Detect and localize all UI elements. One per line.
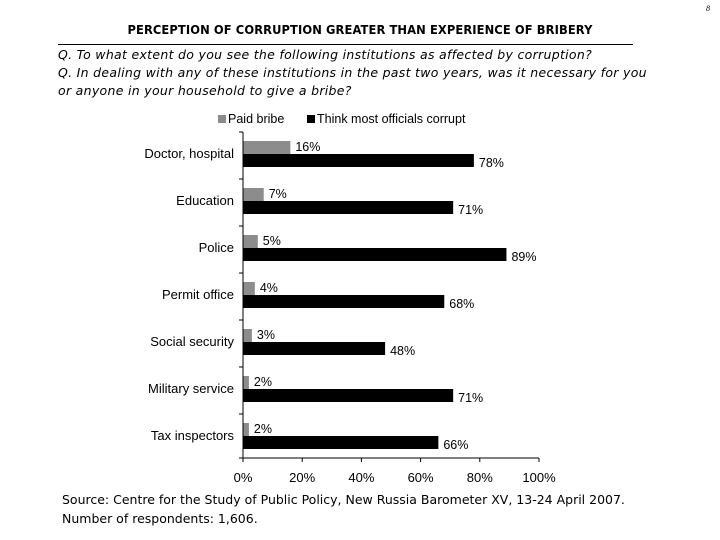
bar-officials-corrupt — [243, 201, 454, 214]
legend-label-1: Paid bribe — [228, 112, 284, 126]
category-label: Police — [199, 240, 234, 255]
category-label: Military service — [148, 381, 234, 396]
bar-officials-corrupt — [243, 389, 454, 402]
bar-officials-corrupt — [243, 342, 386, 355]
data-label-officials-corrupt: 71% — [458, 203, 483, 217]
bar-officials-corrupt — [243, 436, 439, 449]
x-tick-label: 40% — [348, 470, 374, 485]
category-label: Permit office — [162, 287, 234, 302]
x-tick-label: 80% — [467, 470, 493, 485]
bar-officials-corrupt — [243, 154, 474, 167]
source-note: Source: Centre for the Study of Public P… — [62, 490, 702, 528]
bar-paid-bribe — [243, 235, 258, 248]
bar-paid-bribe — [243, 188, 264, 201]
question-2: Q. In dealing with any of these institut… — [58, 65, 647, 98]
category-label: Doctor, hospital — [144, 146, 234, 161]
page-number: 8 — [706, 4, 710, 13]
category-label: Social security — [150, 334, 234, 349]
data-label-paid-bribe: 2% — [254, 422, 272, 436]
bar-paid-bribe — [243, 423, 249, 436]
source-line-2: Number of respondents: 1,606. — [62, 511, 258, 526]
data-label-paid-bribe: 5% — [263, 234, 281, 248]
source-line-1: Source: Centre for the Study of Public P… — [62, 492, 625, 507]
bar-paid-bribe — [243, 282, 255, 295]
data-label-officials-corrupt: 89% — [511, 250, 536, 264]
page-title: PERCEPTION OF CORRUPTION GREATER THAN EX… — [127, 22, 593, 37]
bar-paid-bribe — [243, 141, 291, 154]
data-label-paid-bribe: 7% — [269, 187, 287, 201]
data-label-paid-bribe: 3% — [257, 328, 275, 342]
data-label-paid-bribe: 4% — [260, 281, 278, 295]
bar-officials-corrupt — [243, 248, 507, 261]
category-label: Tax inspectors — [151, 428, 235, 443]
data-label-officials-corrupt: 66% — [443, 438, 468, 452]
x-tick-label: 60% — [408, 470, 434, 485]
legend-swatch-2 — [307, 115, 315, 123]
bar-paid-bribe — [243, 329, 252, 342]
bar-officials-corrupt — [243, 295, 445, 308]
question-1: Q. To what extent do you see the followi… — [58, 47, 593, 62]
data-label-officials-corrupt: 68% — [449, 297, 474, 311]
x-tick-label: 20% — [289, 470, 315, 485]
data-label-officials-corrupt: 48% — [390, 344, 415, 358]
category-label: Education — [176, 193, 234, 208]
data-label-paid-bribe: 16% — [295, 140, 320, 154]
survey-questions: Q. To what extent do you see the followi… — [58, 46, 658, 100]
x-tick-label: 0% — [234, 470, 253, 485]
data-label-officials-corrupt: 78% — [479, 156, 504, 170]
legend-label-2: Think most officials corrupt — [317, 112, 466, 126]
x-tick-label: 100% — [522, 470, 556, 485]
data-label-officials-corrupt: 71% — [458, 391, 483, 405]
title-divider — [58, 44, 633, 45]
bar-paid-bribe — [243, 376, 249, 389]
legend-swatch-1 — [218, 115, 226, 123]
data-label-paid-bribe: 2% — [254, 375, 272, 389]
